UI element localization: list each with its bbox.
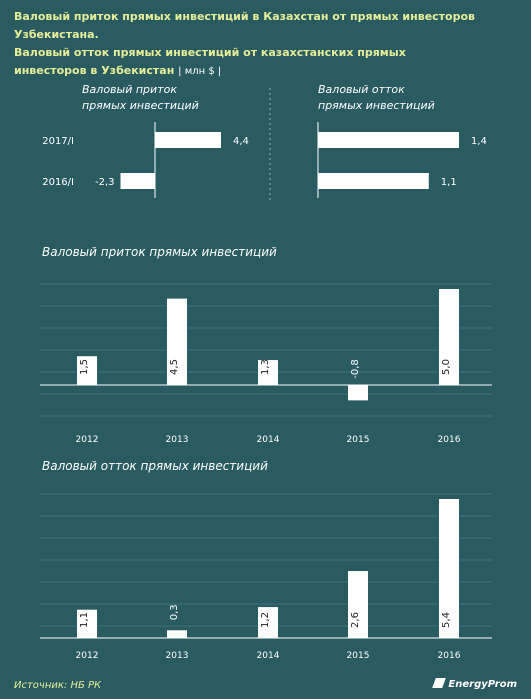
chart-title: Валовый отток прямых инвестиций (42, 459, 268, 473)
category-label: 2013 (166, 651, 189, 661)
category-label: 2012 (76, 435, 99, 445)
chart-title: Валовый приток прямых инвестиций (42, 245, 277, 259)
brand-mark-icon (432, 678, 447, 688)
bar (348, 571, 368, 638)
value-label: 1,4 (471, 136, 487, 147)
bar (167, 630, 187, 638)
outflow-quarter-chart: Валовый отток прямых инвестиций 1,4 1,1 (317, 83, 487, 198)
inflow-annual-chart: Валовый приток прямых инвестиций 1,5 2012 4… (40, 245, 492, 445)
bar (155, 132, 221, 148)
bar (258, 607, 278, 638)
chart-title: Валовый приток (82, 83, 177, 96)
value-label: 1,2 (260, 612, 271, 628)
value-label: -0,8 (350, 359, 361, 379)
bar (258, 360, 278, 385)
inflow-quarter-chart: Валовый приток прямых инвестиций 2017/I 4,4… (42, 83, 249, 198)
category-label: 2014 (257, 651, 280, 661)
header-line-3: инвесторов в Узбекистан | млн $ | (14, 62, 514, 81)
source-note: Источник: НБ РК (14, 680, 102, 691)
header-line-1: Валовый приток прямых инвестиций в Казах… (14, 10, 476, 41)
unit-label: | млн $ | (178, 66, 222, 77)
category-label: 2015 (347, 651, 370, 661)
value-label: 4,5 (169, 359, 180, 375)
outflow-annual-chart: Валовый отток прямых инвестиций 1,1 2012 0,… (40, 459, 492, 661)
value-label: 0,3 (169, 604, 180, 620)
category-label: 2016 (438, 435, 461, 445)
chart-title: Валовый отток (318, 83, 405, 96)
value-label: 5,0 (441, 359, 452, 375)
brand-name: EnergyProm (448, 679, 517, 690)
brand-logo: EnergyProm (432, 678, 517, 690)
bar (439, 499, 459, 638)
value-label: 5,4 (441, 612, 452, 628)
category-label: 2017/I (42, 136, 74, 147)
chart-title: прямых инвестиций (82, 99, 199, 112)
value-label: 1,1 (79, 612, 90, 628)
category-label: 2012 (76, 651, 99, 661)
bar (77, 609, 97, 638)
value-label: -2,3 (95, 177, 115, 188)
bar (439, 289, 459, 385)
chart-header: Валовый приток прямых инвестиций в Казах… (14, 8, 514, 81)
value-label: 4,4 (233, 136, 249, 147)
chart-title: прямых инвестиций (318, 99, 435, 112)
value-label: 2,6 (350, 612, 361, 628)
value-label: 1,1 (441, 177, 457, 188)
category-label: 2014 (257, 435, 280, 445)
header-line-3-text: инвесторов в Узбекистан (14, 64, 175, 77)
bar (318, 132, 459, 148)
value-label: 1,3 (260, 359, 271, 375)
bar (348, 385, 368, 401)
category-label: 2016/I (42, 177, 74, 188)
category-label: 2016 (438, 651, 461, 661)
category-label: 2015 (347, 435, 370, 445)
bar (167, 298, 187, 385)
bar (120, 173, 155, 189)
value-label: 1,5 (79, 359, 90, 375)
header-line-2: Валовый отток прямых инвестиций от казах… (14, 46, 406, 59)
bar (318, 173, 429, 189)
category-label: 2013 (166, 435, 189, 445)
bar (77, 356, 97, 385)
